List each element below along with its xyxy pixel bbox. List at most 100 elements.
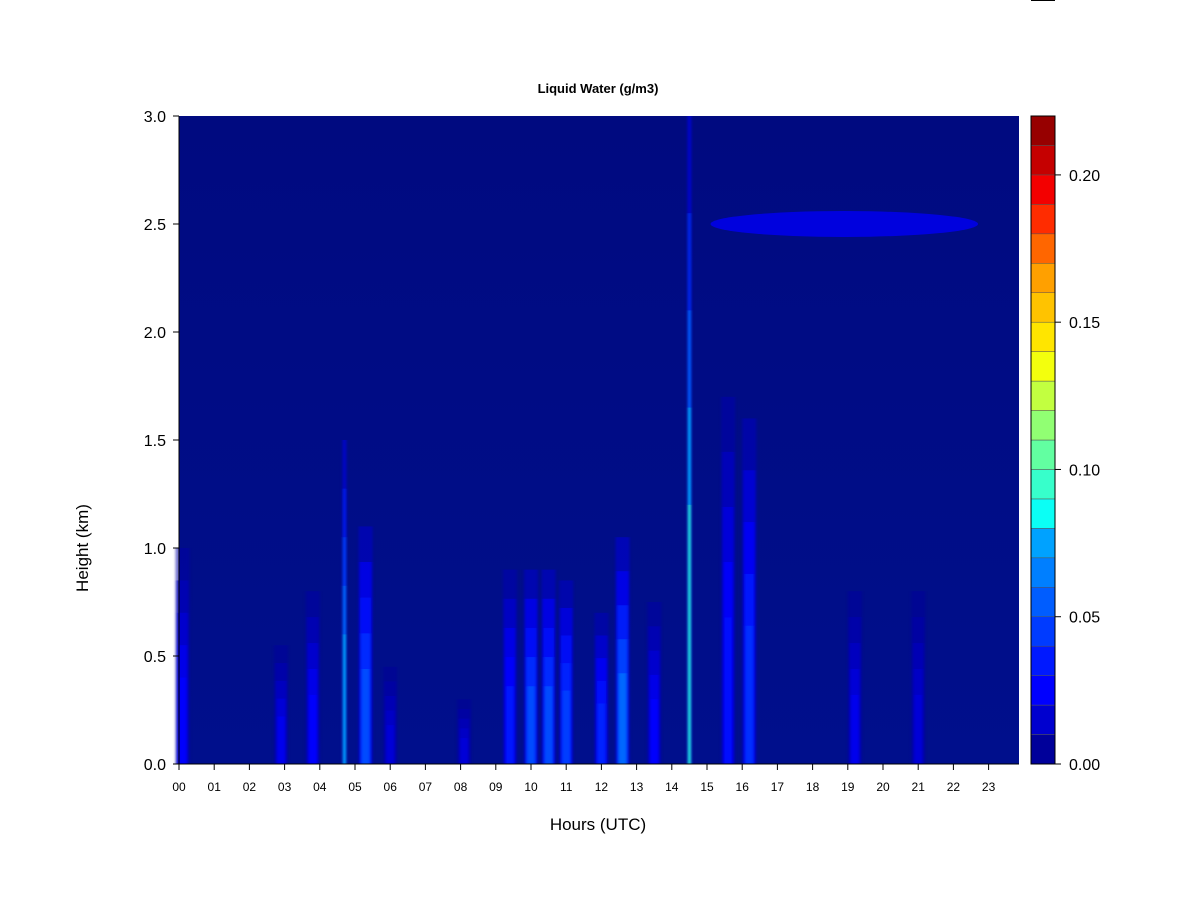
x-tick-label: 06 xyxy=(384,780,398,794)
x-tick-label: 11 xyxy=(560,780,573,794)
colorbar-level xyxy=(1030,351,1056,382)
cloud-feature-13-band-4 xyxy=(650,699,658,764)
colorbar-tick-label: 0.10 xyxy=(1069,462,1100,479)
cloud-feature-14-band-4 xyxy=(688,504,691,764)
y-tick-label: 1.0 xyxy=(144,541,166,558)
cloud-feature-5 xyxy=(383,666,398,764)
x-tick-label: 18 xyxy=(806,780,820,794)
x-tick-label: 12 xyxy=(595,780,609,794)
x-tick-label: 02 xyxy=(243,780,257,794)
y-tick-label: 2.0 xyxy=(144,325,166,342)
y-tick-label: 0.0 xyxy=(144,757,166,774)
x-tick-label: 14 xyxy=(665,780,679,794)
x-tick-label: 08 xyxy=(454,780,468,794)
colorbar-level xyxy=(1030,233,1056,264)
colorbar: 0.00 0.05 0.10 0.15 0.20 xyxy=(1030,115,1100,774)
colorbar-level xyxy=(1030,675,1056,706)
cloud-feature-12 xyxy=(615,537,630,764)
plot-area xyxy=(175,116,1019,764)
cloud-feature-13 xyxy=(647,602,662,764)
x-tick-label: 21 xyxy=(912,780,926,794)
cloud-feature-12-band-4 xyxy=(618,673,627,764)
colorbar-level xyxy=(1030,645,1056,676)
y-tick-label: 3.0 xyxy=(144,109,166,126)
cloud-feature-6-band-4 xyxy=(460,738,468,764)
colorbar-tick-label: 0.20 xyxy=(1069,168,1100,185)
colorbar-level xyxy=(1030,587,1056,617)
cloud-layer-0 xyxy=(710,211,979,237)
colorbar-level xyxy=(1030,380,1056,411)
cloud-feature-4-band-4 xyxy=(361,668,370,764)
colorbar-tick-label: 0.15 xyxy=(1069,315,1100,332)
cloud-feature-15-band-4 xyxy=(724,617,732,764)
cloud-feature-3-band-4 xyxy=(343,634,346,764)
cloud-feature-11 xyxy=(594,612,609,764)
corner-mark xyxy=(1031,0,1055,1)
cloud-feature-17 xyxy=(847,591,862,764)
y-axis: 0.0 0.5 1.0 1.5 2.0 2.5 3.0 xyxy=(144,109,180,774)
cloud-layers xyxy=(710,211,979,237)
x-axis: 00 01 02 03 04 05 06 07 08 09 10 11 12 13 14 15 16 17 18 19… xyxy=(172,763,1019,794)
cloud-feature-9-band-4 xyxy=(544,686,553,764)
colorbar-level xyxy=(1030,528,1056,559)
cloud-feature-7 xyxy=(502,569,517,764)
x-tick-label: 23 xyxy=(982,780,996,794)
colorbar-tick-label: 0.00 xyxy=(1069,757,1100,774)
cloud-feature-7-band-4 xyxy=(506,686,514,764)
x-tick-label: 17 xyxy=(771,780,785,794)
chart-title: Liquid Water (g/m3) xyxy=(538,81,659,96)
colorbar-level xyxy=(1030,557,1056,588)
cloud-feature-9 xyxy=(541,569,556,764)
cloud-feature-10 xyxy=(559,580,574,764)
x-tick-label: 19 xyxy=(841,780,855,794)
cloud-feature-16-band-4 xyxy=(745,625,753,764)
colorbar-level xyxy=(1030,498,1056,529)
cloud-feature-4 xyxy=(358,526,373,764)
y-tick-label: 1.5 xyxy=(144,433,166,450)
x-tick-label: 16 xyxy=(736,780,750,794)
y-axis-label: Height (km) xyxy=(73,504,92,592)
cloud-feature-5-band-4 xyxy=(386,725,394,764)
colorbar-level xyxy=(1030,204,1056,235)
x-tick-label: 03 xyxy=(278,780,292,794)
x-tick-label: 15 xyxy=(700,780,714,794)
colorbar-level xyxy=(1030,115,1056,146)
colorbar-tick-label: 0.05 xyxy=(1069,610,1100,627)
y-tick-label: 0.5 xyxy=(144,649,166,666)
colorbar-level xyxy=(1030,410,1056,441)
colorbar-level xyxy=(1030,263,1056,293)
x-tick-label: 05 xyxy=(348,780,362,794)
x-tick-label: 20 xyxy=(876,780,890,794)
x-axis-label: Hours (UTC) xyxy=(550,815,646,834)
x-tick-label: 04 xyxy=(313,780,327,794)
cloud-feature-2-band-4 xyxy=(309,694,317,764)
cloud-features xyxy=(175,116,926,764)
x-tick-label: 13 xyxy=(630,780,644,794)
cloud-feature-8-band-4 xyxy=(527,686,535,764)
cloud-feature-16 xyxy=(742,418,757,764)
colorbar-frame xyxy=(1030,115,1056,765)
colorbar-level xyxy=(1030,145,1056,176)
cloud-feature-3 xyxy=(342,440,347,764)
x-tick-label: 22 xyxy=(947,780,961,794)
cloud-feature-1 xyxy=(274,645,289,764)
x-tick-label: 01 xyxy=(208,780,222,794)
cloud-feature-11-band-4 xyxy=(597,703,606,764)
x-tick-label: 09 xyxy=(489,780,503,794)
colorbar-level xyxy=(1030,174,1056,205)
cloud-feature-0-band-4 xyxy=(178,677,187,764)
colorbar-level xyxy=(1030,616,1056,647)
x-tick-label: 07 xyxy=(419,780,433,794)
cloud-feature-10-band-4 xyxy=(562,690,570,764)
cloud-feature-14 xyxy=(687,116,692,764)
cloud-feature-17-band-4 xyxy=(851,694,859,764)
colorbar-level xyxy=(1030,704,1056,735)
cloud-feature-6 xyxy=(457,699,472,764)
cloud-feature-1-band-4 xyxy=(277,716,285,764)
x-tick-label: 10 xyxy=(524,780,538,794)
cloud-feature-15 xyxy=(721,396,736,764)
cloud-feature-8 xyxy=(524,569,538,764)
cloud-feature-2 xyxy=(305,591,320,764)
colorbar-level xyxy=(1030,292,1056,323)
